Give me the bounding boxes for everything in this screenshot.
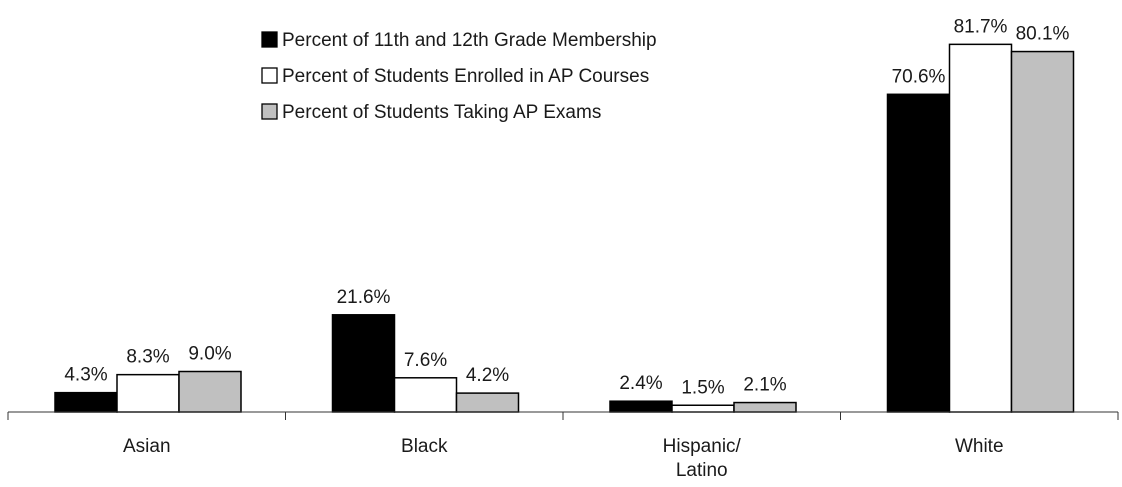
- legend: Percent of 11th and 12th Grade Membershi…: [261, 30, 657, 123]
- legend-swatch-series-3: [261, 103, 278, 120]
- bar-white-series-3: [1010, 50, 1075, 413]
- legend-label-series-1: Percent of 11th and 12th Grade Membershi…: [282, 30, 657, 51]
- category-labels: Asian Black Hispanic/Latino White: [123, 436, 1004, 481]
- legend-swatch-series-1: [261, 31, 278, 48]
- bars: [54, 43, 1075, 413]
- value-label-hispanic-latino-series-3: 2.1%: [743, 375, 786, 396]
- value-label-white-series-3: 80.1%: [1016, 24, 1070, 45]
- legend-label-series-2: Percent of Students Enrolled in AP Cours…: [282, 66, 649, 87]
- bar-white-series-1: [886, 93, 951, 413]
- value-label-asian-series-3: 9.0%: [188, 344, 231, 365]
- bar-white-series-2: [948, 43, 1013, 413]
- bar-hispanic-latino-series-1: [609, 400, 673, 413]
- x-axis: [7, 411, 1119, 420]
- category-label-white: White: [955, 436, 1004, 457]
- value-label-black-series-1: 21.6%: [337, 287, 391, 308]
- value-label-hispanic-latino-series-2: 1.5%: [681, 377, 724, 398]
- value-label-asian-series-2: 8.3%: [126, 347, 169, 368]
- value-label-hispanic-latino-series-1: 2.4%: [619, 373, 662, 394]
- value-label-asian-series-1: 4.3%: [64, 365, 107, 386]
- value-label-white-series-1: 70.6%: [892, 66, 946, 87]
- bar-asian-series-3: [178, 370, 242, 413]
- category-label-asian: Asian: [123, 436, 171, 457]
- category-label-hispanic-latino: Hispanic/Latino: [663, 436, 742, 481]
- bar-asian-series-1: [54, 391, 118, 413]
- bar-black-series-1: [331, 314, 396, 413]
- bar-asian-series-2: [116, 373, 180, 413]
- value-label-black-series-3: 4.2%: [466, 365, 509, 386]
- bar-black-series-2: [393, 377, 458, 413]
- bar-black-series-3: [455, 392, 520, 413]
- bar-hispanic-latino-series-2: [671, 404, 735, 413]
- value-label-white-series-2: 81.7%: [954, 16, 1008, 37]
- value-label-black-series-2: 7.6%: [404, 350, 447, 371]
- bar-hispanic-latino-series-3: [733, 401, 797, 413]
- value-labels: 4.3% 8.3% 9.0% 21.6% 7.6% 4.2% 2.4% 1.5% 2.1% 70.…: [64, 16, 1069, 398]
- category-label-black: Black: [401, 436, 448, 457]
- legend-swatch-series-2: [261, 67, 278, 84]
- legend-label-series-3: Percent of Students Taking AP Exams: [282, 102, 601, 123]
